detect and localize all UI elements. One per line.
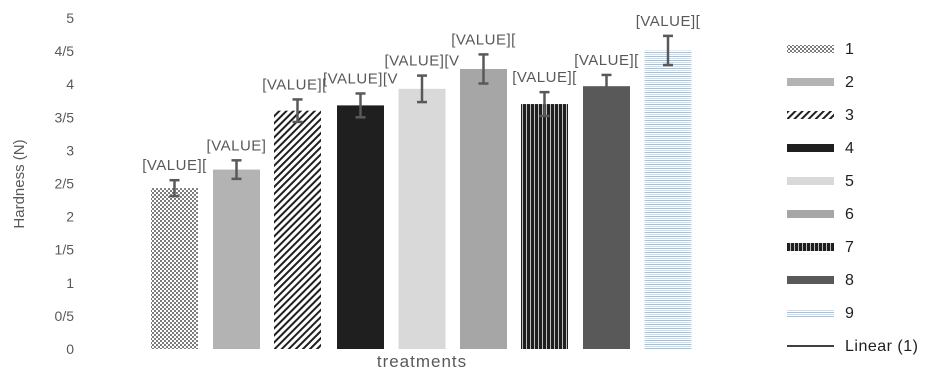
data-label: [VALUE][: [512, 69, 577, 86]
bar-5: [398, 88, 446, 350]
y-axis-title: Hardness (N): [11, 139, 28, 228]
bar-2: [213, 169, 260, 349]
legend-swatch: [787, 276, 834, 284]
bar-4: [337, 105, 384, 349]
data-label: [VALUE][: [142, 157, 207, 174]
bar-1: [151, 188, 198, 349]
y-tick-label: 0: [66, 341, 74, 357]
legend-label: 5: [845, 173, 854, 190]
y-tick-label: 2/5: [55, 176, 75, 192]
bar-7: [521, 104, 568, 349]
legend-label: 9: [845, 305, 854, 322]
legend-swatch: [787, 243, 834, 251]
bar-9: [644, 50, 692, 350]
legend-label: 3: [845, 107, 854, 124]
y-axis-tick-labels: 0 0/5 1 1/5 2 2/5 3 3/5 4 4/5 5: [55, 10, 75, 357]
bar-3: [274, 110, 321, 350]
legend-label: 2: [845, 74, 854, 91]
y-tick-label: 1: [66, 275, 74, 291]
data-label: [VALUE]: [207, 137, 267, 154]
y-tick-label: 3: [66, 142, 74, 158]
y-tick-label: 5: [66, 10, 74, 26]
legend-label: 8: [845, 272, 854, 289]
legend-swatch: [787, 45, 834, 53]
data-label: [VALUE][: [636, 13, 701, 30]
y-tick-label: 4: [66, 76, 74, 92]
bar-6: [460, 68, 507, 349]
y-tick-label: 4/5: [55, 43, 75, 59]
y-tick-label: 3/5: [55, 109, 75, 125]
legend-swatch: [787, 111, 834, 119]
legend-label: 1: [845, 41, 854, 58]
error-bars: [169, 34, 673, 198]
legend-swatch: [787, 78, 834, 86]
legend-swatch: [787, 210, 834, 218]
legend-label: 4: [845, 140, 854, 157]
legend: 1 2 3 4 5 6 7 8 9 Linear (1): [787, 41, 918, 355]
legend-label: 7: [845, 239, 854, 256]
x-axis-title: treatments: [377, 352, 467, 371]
legend-swatch: [787, 144, 834, 152]
bar-8: [583, 86, 630, 349]
data-label: [VALUE][V: [384, 53, 459, 70]
data-label: [VALUE][V: [323, 70, 398, 87]
legend-label: Linear (1): [845, 338, 918, 355]
legend-swatch: [787, 309, 834, 317]
data-label: [VALUE][: [262, 76, 327, 93]
y-tick-label: 2: [66, 209, 74, 225]
legend-swatch: [787, 177, 834, 185]
y-tick-label: 0/5: [55, 308, 75, 324]
y-tick-label: 1/5: [55, 242, 75, 258]
data-label: [VALUE][: [451, 31, 516, 48]
bars: [151, 50, 692, 350]
data-labels: [VALUE][[VALUE][VALUE][[VALUE][V[VALUE][…: [142, 13, 700, 174]
legend-label: 6: [845, 206, 854, 223]
data-label: [VALUE][: [574, 52, 639, 69]
